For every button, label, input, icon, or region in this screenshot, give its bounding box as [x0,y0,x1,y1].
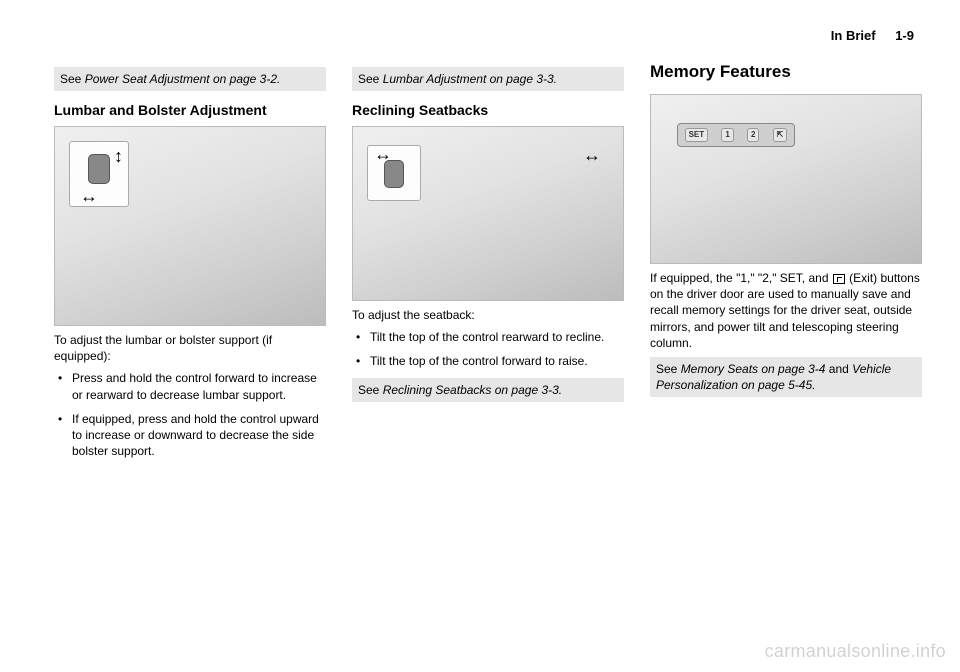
figure-reclining: ↔ ↔ [352,126,624,301]
caption-lumbar: To adjust the lumbar or bolster support … [54,332,326,364]
heading-memory-features: Memory Features [650,61,922,84]
ref-text: See [358,383,383,397]
ref-text-mid: and [825,362,852,376]
control-callout: ↕ ↔ [69,141,129,207]
ref-italic: Power Seat Adjustment on page 3-2. [85,72,281,86]
mem-btn-exit: ⇱ [773,128,788,143]
arrow-lr-icon: ↔ [374,142,392,166]
page-header: In Brief 1-9 [54,28,922,43]
ref-italic: Lumbar Adjustment on page 3-3. [383,72,557,86]
bullet-item: Tilt the top of the control forward to r… [356,353,624,369]
ref-text: See [60,72,85,86]
heading-lumbar-bolster: Lumbar and Bolster Adjustment [54,101,326,120]
mem-btn-1: 1 [721,128,733,143]
header-section: In Brief [831,28,876,43]
content-columns: See Power Seat Adjustment on page 3-2. L… [54,61,922,467]
arrow-up-icon: ↕ [114,144,123,168]
ref-italic: Memory Seats on page 3-4 [681,362,826,376]
bullet-item: If equipped, press and hold the control … [58,411,326,460]
exit-icon [833,274,845,284]
mem-btn-set: SET [685,128,709,143]
ref-lumbar-adj: See Lumbar Adjustment on page 3-3. [352,67,624,91]
column-2: See Lumbar Adjustment on page 3-3. Recli… [352,61,624,467]
ref-memory: See Memory Seats on page 3-4 and Vehicle… [650,357,922,397]
ref-reclining: See Reclining Seatbacks on page 3-3. [352,378,624,402]
watermark: carmanualsonline.info [765,641,946,662]
column-3: Memory Features SET 1 2 ⇱ If equipped, t… [650,61,922,467]
bullets-lumbar: Press and hold the control forward to in… [54,370,326,459]
ref-power-seat: See Power Seat Adjustment on page 3-2. [54,67,326,91]
bullets-reclining: Tilt the top of the control rearward to … [352,329,624,369]
arrow-lr-icon: ↔ [80,184,98,208]
mem-btn-2: 2 [747,128,759,143]
control-callout: ↔ [367,145,421,201]
memory-body-1: If equipped, the "1," "2," SET, and [650,271,832,285]
knob-icon [88,154,110,184]
column-1: See Power Seat Adjustment on page 3-2. L… [54,61,326,467]
ref-italic: Reclining Seatbacks on page 3-3. [383,383,562,397]
arrow-seat-icon: ↔ [583,143,601,167]
ref-text: See [656,362,681,376]
figure-memory: SET 1 2 ⇱ [650,94,922,264]
header-pagenum: 1-9 [895,28,914,43]
manual-page: In Brief 1-9 See Power Seat Adjustment o… [0,0,960,672]
ref-text: See [358,72,383,86]
heading-reclining: Reclining Seatbacks [352,101,624,120]
bullet-item: Press and hold the control forward to in… [58,370,326,402]
memory-button-panel: SET 1 2 ⇱ [677,123,795,147]
caption-reclining: To adjust the seatback: [352,307,624,323]
bullet-item: Tilt the top of the control rearward to … [356,329,624,345]
memory-body: If equipped, the "1," "2," SET, and (Exi… [650,270,922,351]
figure-lumbar-bolster: ↕ ↔ [54,126,326,326]
